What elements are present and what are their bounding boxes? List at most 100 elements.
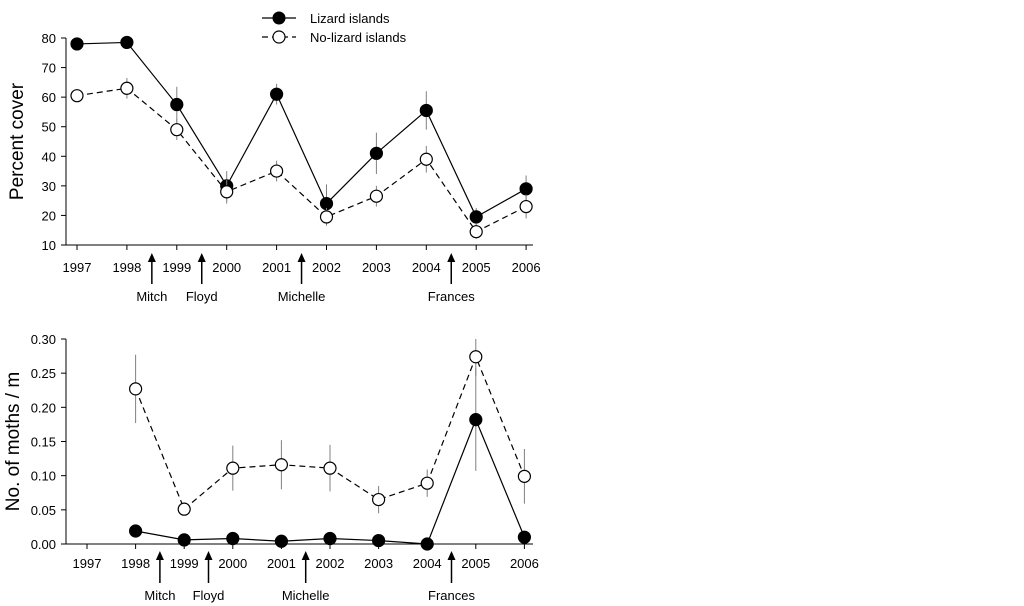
y-tick-label: 30 <box>42 179 56 194</box>
data-point-no-lizard <box>369 189 383 203</box>
y-tick-label: 80 <box>42 31 56 46</box>
data-point-lizard <box>170 97 184 112</box>
data-point-no-lizard <box>372 492 386 507</box>
legend-label-lizard: Lizard islands <box>310 11 390 26</box>
x-tick-label: 2006 <box>510 556 539 571</box>
data-point-lizard <box>226 531 240 546</box>
y-tick-label: 0.05 <box>31 503 56 518</box>
data-point-no-lizard <box>220 185 234 199</box>
data-point-no-lizard <box>469 350 483 364</box>
storm-arrow-head <box>155 551 164 560</box>
data-point-lizard <box>270 87 284 101</box>
data-point-no-lizard <box>226 461 240 475</box>
storm-arrow-head <box>204 551 213 560</box>
data-point-no-lizard <box>420 476 434 490</box>
x-tick-label: 2001 <box>262 260 291 275</box>
x-tick-label: 2004 <box>413 556 442 571</box>
series-line-no-lizard <box>76 87 527 233</box>
x-tick-label: 2001 <box>267 556 296 571</box>
y-tick-label: 50 <box>42 120 56 135</box>
data-point-lizard <box>419 103 433 118</box>
y-axis-title: Percent cover <box>7 82 28 200</box>
x-tick-label: 2002 <box>316 556 345 571</box>
data-point-lizard <box>420 537 434 551</box>
data-point-no-lizard <box>170 123 184 137</box>
data-point-no-lizard <box>177 502 191 516</box>
x-tick-label: 2006 <box>512 260 541 275</box>
storm-label: Floyd <box>193 588 225 603</box>
x-tick-label: 1999 <box>170 556 199 571</box>
storm-label: Floyd <box>186 289 218 304</box>
x-tick-label: 1998 <box>112 260 141 275</box>
legend-label-no-lizard: No-lizard islands <box>310 30 407 45</box>
storm-arrow-head <box>447 253 456 262</box>
data-point-lizard <box>319 197 334 211</box>
legend: Lizard islands No-lizard islands <box>262 11 407 45</box>
data-point-lizard <box>519 182 533 196</box>
storm-arrow-head <box>301 551 310 560</box>
data-point-lizard <box>177 533 191 547</box>
x-tick-label: 1997 <box>73 556 102 571</box>
storm-label: Michelle <box>282 588 330 603</box>
storm-label: Mitch <box>144 588 175 603</box>
percent-cover-panel: 10 20 30 40 50 60 70 80 1997 1998 1999 2000 2001 2002… <box>7 31 541 304</box>
storm-arrow-head <box>447 551 456 560</box>
storm-arrow-head <box>297 253 306 262</box>
x-tick-label: 2002 <box>312 260 341 275</box>
y-tick-label: 0.10 <box>31 469 56 484</box>
legend-marker-no-lizard <box>272 30 286 44</box>
x-tick-label: 2005 <box>461 556 490 571</box>
y-tick-label: 0.30 <box>31 332 56 347</box>
y-tick-label: 0.25 <box>31 366 56 381</box>
data-point-lizard <box>323 531 337 546</box>
moth-density-panel: 0.00 0.05 0.10 0.15 0.20 0.25 0.30 1997 1998 1999… <box>3 332 539 603</box>
y-axis-title: No. of moths / m <box>3 372 24 511</box>
data-point-no-lizard <box>319 210 334 224</box>
x-tick-label: 2004 <box>412 260 441 275</box>
data-point-lizard <box>517 530 532 544</box>
x-tick-label: 2000 <box>212 260 241 275</box>
storm-label: Michelle <box>278 289 326 304</box>
data-point-lizard <box>274 534 288 548</box>
x-tick-label: 1998 <box>121 556 150 571</box>
x-tick-label: 2003 <box>362 260 391 275</box>
data-point-no-lizard <box>469 225 483 239</box>
data-point-no-lizard <box>323 461 337 475</box>
data-point-lizard <box>129 524 143 538</box>
data-point-lizard <box>70 37 84 51</box>
storm-arrow-head <box>147 253 156 262</box>
y-tick-label: 70 <box>42 61 56 76</box>
storm-arrow-head <box>197 253 206 262</box>
y-tick-label: 20 <box>42 208 56 223</box>
y-tick-label: 10 <box>42 238 56 253</box>
data-point-no-lizard <box>129 382 143 396</box>
x-tick-label: 2000 <box>218 556 247 571</box>
storm-label: Frances <box>428 289 475 304</box>
y-tick-label: 0.15 <box>31 435 56 450</box>
data-point-lizard <box>372 533 386 548</box>
y-tick-label: 0.00 <box>31 537 56 552</box>
x-tick-label: 1999 <box>162 260 191 275</box>
storm-label: Mitch <box>136 289 167 304</box>
y-tick-label: 0.20 <box>31 400 56 415</box>
data-point-lizard <box>120 35 134 50</box>
data-point-no-lizard <box>270 164 284 178</box>
x-tick-label: 2005 <box>462 260 491 275</box>
data-point-lizard <box>469 413 483 427</box>
data-point-no-lizard <box>274 458 288 472</box>
storm-label: Frances <box>428 588 475 603</box>
data-point-no-lizard <box>120 81 134 95</box>
x-tick-label: 1997 <box>63 260 92 275</box>
data-point-no-lizard <box>419 152 433 166</box>
x-tick-label: 2003 <box>364 556 393 571</box>
series-line-lizard <box>76 41 527 218</box>
data-point-lizard <box>369 146 383 160</box>
data-point-no-lizard <box>517 469 532 483</box>
legend-marker-lizard <box>272 11 286 25</box>
data-point-lizard <box>469 210 483 224</box>
y-tick-label: 60 <box>42 90 56 105</box>
y-tick-label: 40 <box>42 149 56 164</box>
data-point-no-lizard <box>519 199 533 214</box>
data-point-no-lizard <box>70 89 84 103</box>
